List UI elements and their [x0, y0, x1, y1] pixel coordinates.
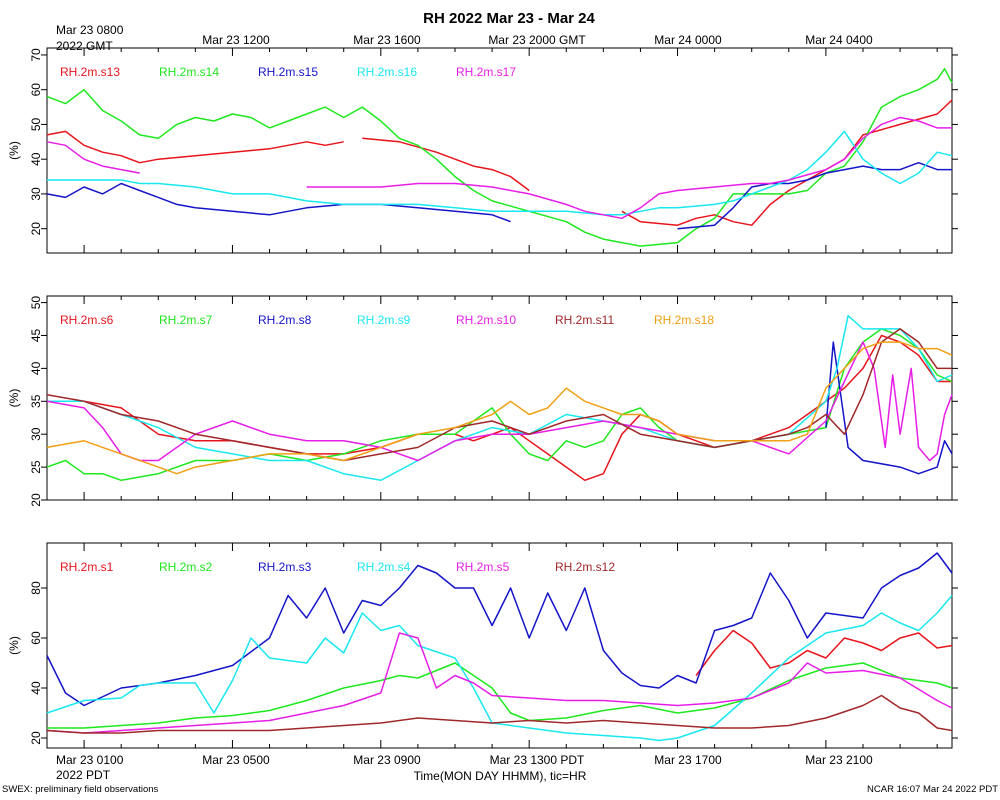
legend-entry: RH.2m.s17 [456, 65, 516, 79]
series-line-rh-2m-s2 [47, 662, 953, 729]
series-line-rh-2m-s14 [46, 68, 953, 247]
top-axis-label: Mar 23 1200 [202, 33, 270, 47]
series-line-rh-2m-s17 [46, 116, 952, 220]
series-line-rh-2m-s6 [47, 334, 952, 482]
y-axis-label: (%) [7, 141, 21, 160]
y-tick-label: 35 [29, 394, 43, 408]
legend-entry: RH.2m.s15 [258, 65, 318, 79]
top-axis-first-label-line1: Mar 23 0800 [56, 23, 124, 37]
series-line-rh-2m-s16 [47, 130, 953, 216]
bottom-axis-label: Mar 23 2100 [805, 753, 873, 767]
y-tick-label: 40 [29, 361, 43, 375]
series-line-rh-2m-s1 [695, 629, 953, 676]
plot-frame [46, 295, 953, 501]
y-tick-label: 25 [29, 460, 43, 474]
legend-entry: RH.2m.s7 [159, 313, 213, 327]
series-line-rh-2m-s10 [46, 341, 953, 462]
series-line-rh-2m-s13 [46, 99, 953, 226]
legend-entry: RH.2m.s18 [654, 313, 714, 327]
series-line-rh-2m-s11 [46, 328, 952, 462]
legend-entry: RH.2m.s1 [60, 560, 114, 574]
top-axis-label: Mar 24 0400 [805, 33, 873, 47]
legend-entry: RH.2m.s5 [456, 560, 510, 574]
chart-title: RH 2022 Mar 23 - Mar 24 [423, 10, 595, 27]
series-line-rh-2m-s15 [46, 161, 952, 230]
y-axis-label: (%) [7, 389, 21, 408]
y-tick-label: 40 [29, 681, 43, 695]
y-tick-label: 50 [29, 117, 43, 131]
top-axis-label: Mar 23 2000 GMT [488, 33, 586, 47]
legend-entry: RH.2m.s16 [357, 65, 417, 79]
legend-entry: RH.2m.s6 [60, 313, 114, 327]
series-line-rh-2m-s18 [46, 341, 953, 475]
legend-entry: RH.2m.s11 [555, 313, 614, 327]
series-line-rh-2m-s5 [46, 632, 953, 734]
y-tick-label: 60 [29, 631, 43, 645]
x-axis-title: Time(MON DAY HHMM), tic=HR [414, 769, 587, 783]
y-axis-label: (%) [7, 636, 21, 655]
series-line-rh-2m-s12 [46, 694, 953, 734]
y-tick-label: 20 [29, 731, 43, 745]
y-tick-label: 20 [29, 222, 43, 236]
bottom-axis-first-label-line1: Mar 23 0100 [56, 753, 124, 767]
top-axis-label: Mar 23 1600 [353, 33, 421, 47]
series-line-rh-2m-s3 [46, 552, 953, 707]
bottom-axis-label: Mar 23 1300 PDT [490, 753, 585, 767]
y-tick-label: 40 [29, 152, 43, 166]
panel-bottom: 20 40 60 80 (%) RH.2m.s1 RH.2m.s2 RH.2m.s3 RH.2m… [7, 542, 958, 749]
legend-entry: RH.2m.s8 [258, 313, 312, 327]
bottom-axis-label: Mar 23 0900 [353, 753, 421, 767]
legend-entry: RH.2m.s13 [60, 65, 120, 79]
y-tick-label: 20 [29, 493, 43, 507]
y-tick-label: 50 [29, 296, 43, 310]
y-tick-label: 30 [29, 187, 43, 201]
y-tick-label: 30 [29, 427, 43, 441]
bottom-axis: Mar 23 0100 2022 PDT Mar 23 0500 Mar 23 … [56, 753, 873, 783]
y-tick-label: 80 [29, 581, 43, 595]
plot-frame [46, 47, 953, 254]
bottom-axis-first-label-line2: 2022 PDT [56, 768, 111, 782]
legend-entry: RH.2m.s4 [357, 560, 411, 574]
footer-timestamp: NCAR 16:07 Mar 24 2022 PDT [867, 784, 998, 795]
bottom-axis-label: Mar 23 0500 [202, 753, 270, 767]
legend-entry: RH.2m.s2 [159, 560, 213, 574]
panel-middle: 20 25 30 35 40 45 50 (%) RH.2m.s6 RH.2m.s7 RH.2m.s… [7, 295, 958, 507]
legend-entry: RH.2m.s12 [555, 560, 615, 574]
legend-entry: RH.2m.s10 [456, 313, 516, 327]
panel-top: 20 30 40 50 60 70 (%) RH.2m.s13 RH.2m.s14 RH.2m.s… [7, 47, 958, 254]
bottom-axis-label: Mar 23 1700 [654, 753, 722, 767]
series-line-rh-2m-s9 [47, 314, 953, 482]
y-tick-label: 70 [29, 48, 43, 62]
legend-entry: RH.2m.s14 [159, 65, 219, 79]
y-tick-label: 45 [29, 328, 43, 342]
series-line-rh-2m-s4 [46, 595, 953, 742]
legend-entry: RH.2m.s9 [357, 313, 411, 327]
y-tick-label: 60 [29, 83, 43, 97]
top-axis-label: Mar 24 0000 [654, 33, 722, 47]
top-axis-first-label-line2: 2022 GMT [56, 39, 113, 53]
legend-entry: RH.2m.s3 [258, 560, 312, 574]
series-line-rh-2m-s7 [46, 328, 953, 482]
top-axis: Mar 23 0800 2022 GMT Mar 23 1200 Mar 23 … [56, 23, 873, 53]
footer-note: SWEX: preliminary field observations [2, 784, 159, 795]
